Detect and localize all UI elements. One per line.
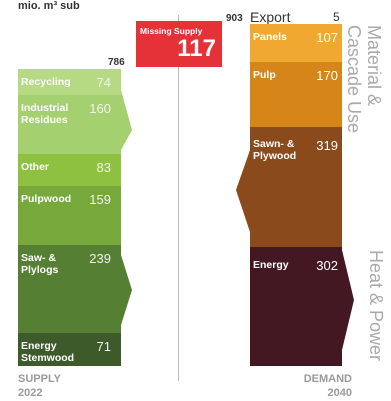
supply-saw-plylogs-segment: Saw- & Plylogs 239	[18, 245, 121, 333]
side-title-heat-power: Heat & Power	[366, 250, 386, 362]
export-value: 5	[333, 10, 340, 24]
demand-energy-label: Energy	[253, 259, 289, 271]
supply-footer-line1: SUPPLY	[18, 373, 62, 385]
supply-industrial-residues-value: 160	[89, 101, 111, 116]
supply-energy-stemwood-label: Energy Stemwood	[21, 340, 75, 364]
demand-pulp-label: Pulp	[253, 69, 276, 81]
demand-panels-label: Panels	[253, 31, 287, 43]
supply-recycling-value: 74	[96, 75, 111, 90]
supply-other-label: Other	[21, 161, 50, 173]
demand-arrow-head	[342, 250, 354, 350]
missing-supply-value: 117	[177, 35, 216, 62]
supply-recycling-label: Recycling	[21, 76, 71, 88]
demand-footer-line1: DEMAND	[303, 373, 352, 385]
demand-panels-segment: Panels 107	[250, 24, 342, 62]
demand-sawn-plywood-label: Sawn- & Plywood	[253, 138, 297, 162]
demand-energy-value: 302	[316, 258, 338, 273]
side-title-material-line2: Cascade Use	[344, 25, 364, 134]
supply-pulpwood-segment: Pulpwood 159	[18, 186, 121, 245]
supply-pulpwood-value: 159	[89, 192, 111, 207]
supply-recycling-segment: Recycling 74	[18, 69, 121, 95]
side-title-material-line1: Material &	[364, 25, 384, 107]
demand-pulp-value: 170	[316, 68, 338, 83]
demand-sawn-plywood-segment: Sawn- & Plywood 319	[250, 127, 342, 247]
side-title-material-cascade: Material & Cascade Use	[344, 25, 384, 190]
supply-other-value: 83	[96, 160, 111, 175]
supply-pulpwood-label: Pulpwood	[21, 193, 72, 205]
missing-supply-box: Missing Supply 117	[136, 21, 222, 67]
demand-panels-value: 107	[316, 30, 338, 45]
demand-arrow-tail	[236, 150, 250, 232]
supply-industrial-residues-segment: Industrial Residues 160	[18, 95, 121, 154]
supply-footer: SUPPLY 2022	[18, 372, 61, 400]
supply-saw-plylogs-value: 239	[89, 251, 111, 266]
export-label: Export	[250, 9, 291, 25]
demand-footer: DEMAND 2040	[296, 372, 352, 400]
supply-footer-line2: 2022	[18, 387, 43, 399]
missing-supply-label: Missing Supply	[140, 26, 203, 36]
center-axis	[178, 15, 179, 381]
unit-label: mio. m³ sub	[18, 0, 80, 12]
demand-total-label: 903	[226, 13, 243, 24]
supply-industrial-residues-label: Industrial Residues	[21, 102, 69, 126]
supply-arrow-head	[121, 90, 132, 150]
supply-total-label: 786	[108, 57, 125, 68]
supply-saw-plylogs-label: Saw- & Plylogs	[21, 252, 59, 276]
supply-other-segment: Other 83	[18, 154, 121, 186]
supply-energy-stemwood-value: 71	[96, 339, 111, 354]
supply-energy-stemwood-segment: Energy Stemwood 71	[18, 333, 121, 366]
demand-pulp-segment: Pulp 170	[250, 62, 342, 127]
demand-energy-segment: Energy 302	[250, 247, 342, 366]
demand-sawn-plywood-value: 319	[316, 138, 338, 153]
supply-arrow-head-lower	[121, 255, 132, 325]
demand-footer-line2: 2040	[327, 387, 352, 399]
